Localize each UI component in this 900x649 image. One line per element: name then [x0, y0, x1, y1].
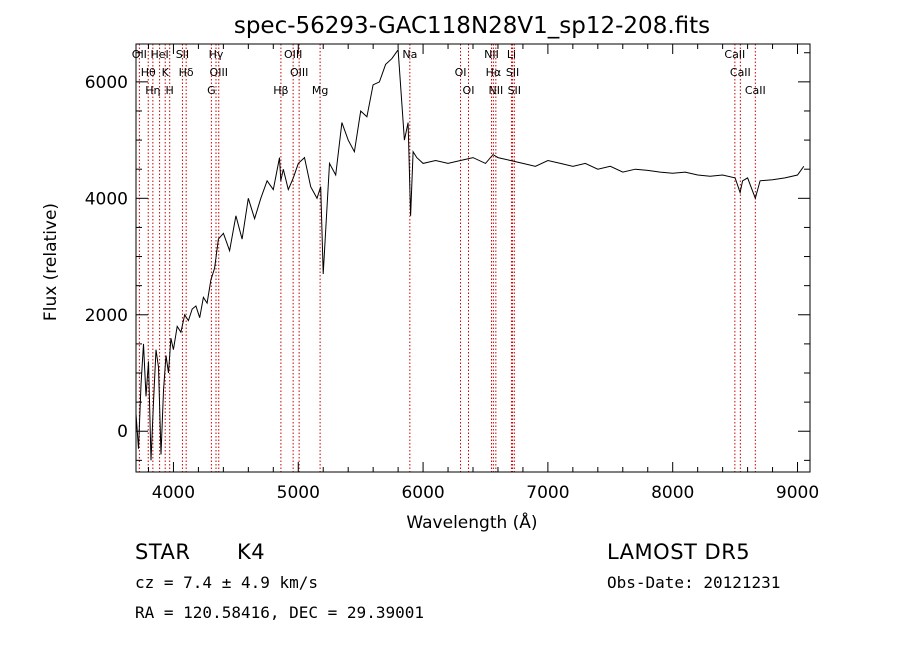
line-marker-label: NII	[484, 48, 499, 61]
line-marker-label: SII	[176, 48, 189, 61]
y-tick-label: 0	[117, 422, 128, 442]
line-marker-label: OII	[132, 48, 147, 61]
y-tick-label: 2000	[85, 306, 128, 326]
line-markers	[138, 44, 756, 472]
line-marker-label: Na	[402, 48, 417, 61]
x-tick-label: 9000	[776, 483, 819, 503]
y-axis-label: Flux (relative)	[41, 203, 61, 321]
line-marker-label: Hδ	[179, 66, 194, 79]
survey-name: LAMOST DR5	[607, 540, 751, 564]
line-marker-label: OIII	[210, 66, 228, 79]
x-tick-label: 7000	[526, 483, 569, 503]
chart-title: spec-56293-GAC118N28V1_sp12-208.fits	[234, 13, 710, 39]
line-marker-label: Hβ	[273, 84, 288, 97]
line-marker-label: Hθ	[141, 66, 156, 79]
line-marker-label: H	[166, 84, 174, 97]
object-subclass: K4	[237, 540, 266, 564]
x-tick-label: 5000	[277, 483, 320, 503]
line-marker-labels: OIIHθHηHeIKHSIIHδGHγOIIIHβOIIIOIIIMgNaOI…	[132, 48, 766, 97]
line-marker-label: OI	[455, 66, 467, 79]
line-marker-label: OIII	[290, 66, 308, 79]
y-axis-ticks: 0 2000 4000 6000	[85, 52, 810, 461]
line-marker-label: Li	[507, 48, 516, 61]
plot-frame	[135, 43, 811, 473]
x-axis-label: Wavelength (Å)	[406, 511, 537, 533]
line-marker-label: OIII	[284, 48, 302, 61]
line-marker-label: SII	[508, 84, 521, 97]
x-tick-label: 8000	[651, 483, 694, 503]
ra-dec-coordinates: RA = 120.58416, DEC = 29.39001	[135, 603, 424, 622]
x-axis-ticks: 4000 5000 6000 7000 8000 9000	[147, 44, 819, 503]
line-marker-label: HeI	[150, 48, 168, 61]
line-marker-label: G	[207, 84, 216, 97]
y-tick-label: 4000	[85, 189, 128, 209]
line-marker-label: Hγ	[209, 48, 224, 61]
y-tick-label: 6000	[85, 73, 128, 93]
line-marker-label: NII	[488, 84, 503, 97]
line-marker-label: Hη	[145, 84, 160, 97]
spectrum-series-line	[135, 48, 805, 461]
redshift-velocity: cz = 7.4 ± 4.9 km/s	[135, 573, 319, 592]
object-class: STAR	[135, 540, 191, 564]
line-marker-label: SII	[506, 66, 519, 79]
x-tick-label: 4000	[152, 483, 195, 503]
line-marker-label: K	[162, 66, 170, 79]
x-tick-label: 6000	[401, 483, 444, 503]
line-marker-label: CaII	[724, 48, 745, 61]
line-marker-label: CaII	[745, 84, 766, 97]
observation-date: Obs-Date: 20121231	[607, 573, 781, 592]
line-marker-label: CaII	[730, 66, 751, 79]
line-marker-label: Mg	[312, 84, 328, 97]
line-marker-label: OI	[463, 84, 475, 97]
line-marker-label: Hα	[486, 66, 502, 79]
